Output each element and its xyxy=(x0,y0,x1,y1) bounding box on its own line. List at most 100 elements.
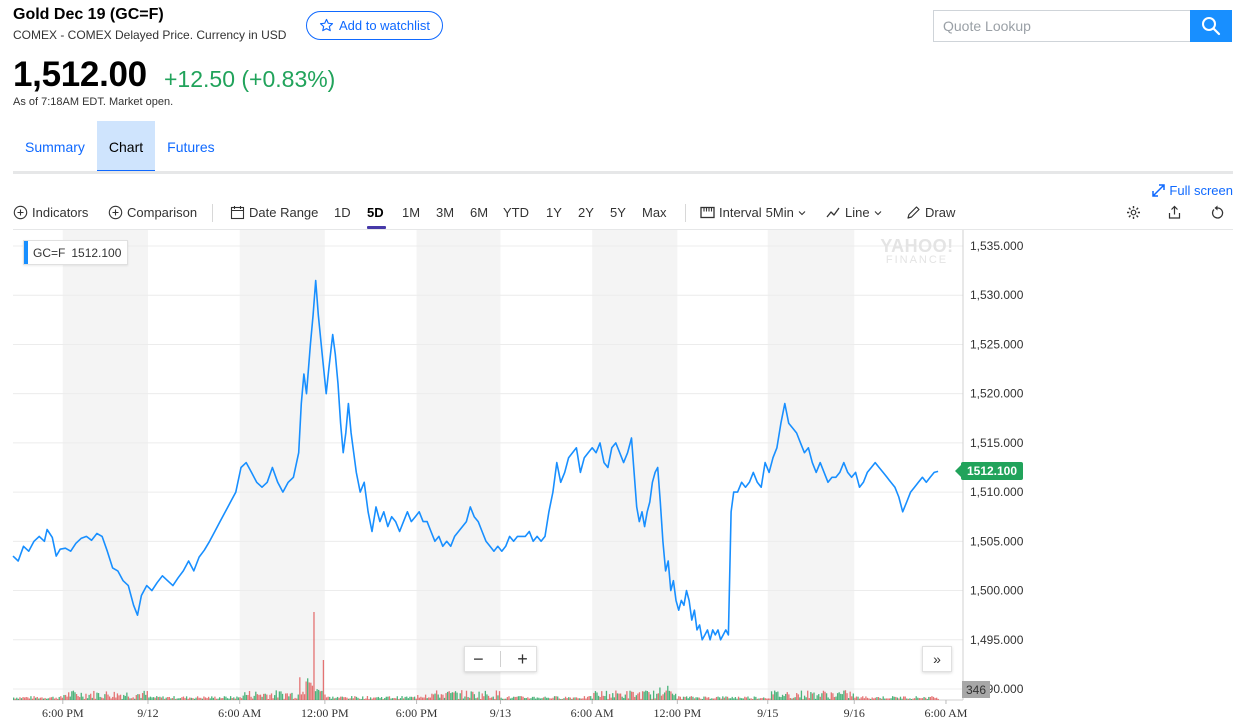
volume-bar xyxy=(685,696,688,700)
range-max[interactable]: Max xyxy=(642,205,667,220)
volume-bar xyxy=(300,694,303,700)
range-ytd[interactable]: YTD xyxy=(503,205,529,220)
volume-bar xyxy=(508,696,510,700)
volume-bar xyxy=(783,696,785,700)
tab-futures[interactable]: Futures xyxy=(167,139,215,155)
volume-bar xyxy=(143,690,145,700)
volume-bar xyxy=(747,696,749,700)
volume-bar xyxy=(802,698,804,700)
volume-bar xyxy=(421,697,424,700)
volume-bar xyxy=(777,691,779,700)
volume-bar xyxy=(670,691,672,700)
zoom-out-button[interactable]: − xyxy=(473,648,484,669)
chart-toolbar: Indicators Comparison Date Range 1D 5D 1… xyxy=(13,200,1233,229)
volume-bar xyxy=(371,698,373,700)
volume-bar xyxy=(297,694,299,700)
volume-bar xyxy=(360,698,362,700)
volume-bar xyxy=(572,697,575,700)
volume-bar xyxy=(327,696,329,700)
volume-bar xyxy=(934,697,936,700)
volume-bar xyxy=(253,695,255,700)
volume-bar xyxy=(469,697,471,700)
volume-bar xyxy=(325,697,328,700)
range-1m[interactable]: 1M xyxy=(402,205,421,220)
volume-bar xyxy=(709,698,711,700)
volume-bar xyxy=(690,696,693,700)
interval-label: Interval xyxy=(719,205,762,220)
range-5d[interactable]: 5D xyxy=(367,205,384,220)
volume-bar xyxy=(671,693,674,700)
add-to-watchlist-button[interactable]: Add to watchlist xyxy=(306,11,443,40)
volume-bar xyxy=(753,696,755,700)
tab-chart[interactable]: Chart xyxy=(96,121,156,173)
volume-bar xyxy=(198,697,200,700)
range-6m[interactable]: 6M xyxy=(470,205,489,220)
volume-bar xyxy=(207,696,210,700)
range-5y[interactable]: 5Y xyxy=(610,205,626,220)
volume-bar xyxy=(20,698,23,700)
volume-bar xyxy=(912,698,914,700)
full-screen-button[interactable]: Full screen xyxy=(1152,183,1233,198)
volume-bar xyxy=(577,698,579,700)
range-1d[interactable]: 1D xyxy=(334,205,351,220)
tab-summary[interactable]: Summary xyxy=(25,139,85,155)
search-button[interactable] xyxy=(1190,10,1232,42)
volume-bar xyxy=(379,698,381,700)
interval-dropdown[interactable]: Interval 5Min xyxy=(700,205,806,220)
volume-bar xyxy=(424,694,427,700)
date-range-button[interactable]: Date Range xyxy=(230,205,318,220)
indicators-button[interactable]: Indicators xyxy=(13,205,88,220)
settings-button[interactable] xyxy=(1126,205,1141,220)
scroll-to-latest-button[interactable]: » xyxy=(922,646,952,672)
volume-bar xyxy=(382,698,384,700)
volume-bar xyxy=(579,698,581,700)
volume-bar xyxy=(829,698,831,700)
volume-bar xyxy=(814,698,817,700)
range-2y[interactable]: 2Y xyxy=(578,205,594,220)
active-range-indicator xyxy=(367,226,386,229)
zoom-divider xyxy=(499,651,501,667)
share-button[interactable] xyxy=(1167,205,1182,220)
volume-bar xyxy=(121,698,123,700)
draw-button[interactable]: Draw xyxy=(906,205,955,220)
volume-bar xyxy=(780,696,782,700)
volume-bar xyxy=(174,698,177,700)
zoom-control: − + xyxy=(464,646,537,672)
volume-bar xyxy=(634,696,636,700)
volume-bar xyxy=(646,691,648,700)
volume-bar xyxy=(887,698,889,700)
range-3m[interactable]: 3M xyxy=(436,205,455,220)
quote-lookup-input[interactable] xyxy=(933,10,1191,42)
volume-bar xyxy=(612,693,614,700)
volume-bar xyxy=(649,694,652,700)
zoom-in-button[interactable]: + xyxy=(517,648,528,669)
volume-bar xyxy=(755,696,757,700)
volume-bar xyxy=(778,696,781,700)
gear-icon xyxy=(1127,206,1140,219)
volume-bar xyxy=(739,697,741,700)
volume-bar xyxy=(682,696,685,700)
volume-bar xyxy=(225,696,227,700)
volume-bar xyxy=(756,698,759,700)
volume-bar xyxy=(796,693,798,700)
volume-bar xyxy=(365,698,367,700)
volume-bar xyxy=(237,697,240,700)
current-price-tag: 1512.100 xyxy=(955,462,1023,480)
x-tick-label: 12:00 PM xyxy=(301,706,349,720)
volume-bar xyxy=(888,698,891,700)
reset-button[interactable] xyxy=(1210,205,1225,220)
volume-bar xyxy=(602,695,604,700)
volume-bar xyxy=(289,693,292,700)
chart-type-dropdown[interactable]: Line xyxy=(826,205,882,220)
volume-bar xyxy=(704,696,707,700)
volume-bar xyxy=(730,698,732,700)
price-chart[interactable]: 1,535.000 1,530.000 1,525.000 1,520.000 1,51… xyxy=(0,230,1251,723)
volume-bar xyxy=(244,692,246,700)
volume-bar xyxy=(190,697,192,700)
volume-bar xyxy=(272,698,274,700)
volume-bar xyxy=(396,696,398,700)
volume-bar xyxy=(53,698,56,700)
range-1y[interactable]: 1Y xyxy=(546,205,562,220)
comparison-button[interactable]: Comparison xyxy=(108,205,197,220)
volume-bar xyxy=(876,697,878,700)
